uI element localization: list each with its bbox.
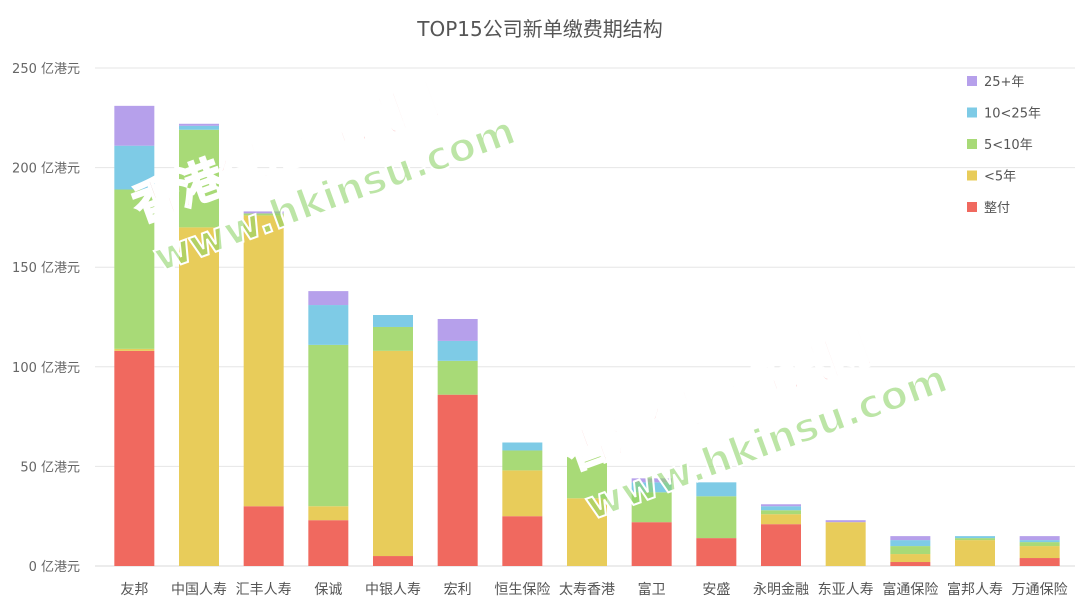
bar-segment — [114, 189, 155, 349]
x-axis-tick-labels: 友邦 中国人寿 汇丰人寿 保诚 中银人寿 宏利 恒生保险 太寿香港 富卫 安盛 永明金融 东亚人寿 富通… — [120, 581, 1067, 598]
y-tick-label: 250 亿港元 — [12, 62, 80, 77]
x-tick-label: 中银人寿 — [365, 581, 421, 598]
bar-segment — [373, 326, 413, 351]
bar-segment — [1019, 558, 1060, 566]
bar-segment — [1019, 540, 1060, 543]
bar-segment — [631, 492, 672, 523]
y-tick-label: 100 亿港元 — [12, 361, 80, 376]
bar-segment — [114, 350, 155, 566]
bar-segment — [502, 516, 543, 566]
x-tick-label: 万通保险 — [1012, 582, 1068, 598]
bar-segment — [308, 520, 349, 566]
bar-segment — [308, 344, 349, 507]
legend-swatch — [967, 139, 977, 149]
y-axis-tick-labels: 0 亿港元 50 亿港元 100 亿港元 150 亿港元 200 亿港元 250 亿港元 — [12, 62, 80, 575]
x-tick-label: 宏利 — [444, 582, 472, 598]
bar-segment — [1019, 542, 1060, 547]
y-tick-label: 150 亿港元 — [12, 261, 80, 276]
bar-segment — [437, 318, 478, 341]
bar-segment — [955, 540, 995, 566]
bar-segment — [761, 524, 801, 566]
bar-segment — [761, 514, 801, 525]
bar-segment — [567, 456, 607, 499]
bar-segment — [114, 145, 155, 190]
bar-segment — [502, 470, 543, 517]
bar-segment — [373, 315, 413, 327]
bar-segment — [114, 105, 155, 146]
bar-segment — [308, 291, 349, 306]
bar-segment — [243, 211, 284, 214]
legend-label: 25+年 — [984, 75, 1024, 90]
x-tick-label: 友邦 — [120, 582, 148, 598]
x-tick-label: 汇丰人寿 — [236, 581, 292, 598]
bar-segment — [631, 522, 672, 566]
bar-segment — [373, 350, 413, 557]
bar-segment — [761, 506, 801, 511]
legend-swatch — [967, 76, 977, 86]
x-tick-label: 太寿香港 — [559, 581, 615, 598]
bar-segment — [890, 562, 931, 566]
bar-segment — [761, 504, 801, 507]
bar-segment — [890, 546, 931, 555]
x-tick-label: 恒生保险 — [494, 582, 550, 598]
bar-segment — [825, 522, 866, 566]
bar-segment — [502, 442, 543, 451]
bar-segment — [243, 215, 284, 507]
legend-swatch — [967, 107, 977, 118]
bar-segment — [825, 520, 866, 523]
x-tick-label: 安盛 — [702, 582, 730, 598]
x-tick-label: 保诚 — [314, 582, 342, 598]
bar-segment — [631, 478, 672, 483]
bar-segment — [761, 510, 801, 515]
bar-segment — [696, 538, 737, 566]
y-tick-label: 50 亿港元 — [20, 460, 80, 475]
bar-segment — [631, 482, 672, 493]
bars — [114, 105, 1060, 567]
legend-label: 整付 — [984, 201, 1010, 216]
bar-segment — [437, 340, 478, 361]
legend-label: 10<25年 — [984, 107, 1041, 122]
y-tick-label: 200 亿港元 — [12, 162, 80, 177]
legend-swatch — [967, 202, 977, 212]
legend-swatch — [967, 170, 977, 181]
bar-segment — [179, 227, 219, 567]
bar-segment — [179, 129, 219, 228]
legend-label: <5年 — [984, 170, 1016, 185]
bar-segment — [890, 536, 931, 541]
x-tick-label: 永明金融 — [753, 582, 809, 598]
bar-segment — [179, 123, 219, 126]
bar-segment — [502, 450, 543, 471]
bar-segment — [437, 360, 478, 395]
bar-segment — [955, 538, 995, 541]
bar-segment — [308, 506, 349, 521]
x-tick-label: 中国人寿 — [171, 581, 227, 598]
bar-segment — [373, 556, 413, 566]
legend-label: 5<10年 — [984, 138, 1033, 153]
bar-segment — [179, 125, 219, 130]
bar-segment — [955, 536, 995, 539]
x-tick-label: 富邦人寿 — [947, 581, 1003, 598]
bar-segment — [243, 506, 284, 566]
x-tick-label: 富卫 — [638, 581, 666, 598]
bar-segment — [437, 394, 478, 566]
x-tick-label: 富通保险 — [882, 581, 938, 598]
chart-title: TOP15公司新单缴费期结构 — [416, 17, 662, 41]
bar-segment — [696, 482, 737, 497]
bar-segment — [890, 554, 931, 563]
bar-segment — [114, 348, 155, 351]
bar-segment — [890, 540, 931, 547]
bar-segment — [696, 496, 737, 539]
bar-segment — [1019, 546, 1060, 559]
bar-segment — [567, 498, 607, 566]
bar-segment — [1019, 536, 1060, 541]
y-tick-label: 0 亿港元 — [29, 560, 80, 575]
x-tick-label: 东亚人寿 — [818, 581, 874, 598]
bar-segment — [308, 305, 349, 345]
bar-segment — [243, 213, 284, 216]
